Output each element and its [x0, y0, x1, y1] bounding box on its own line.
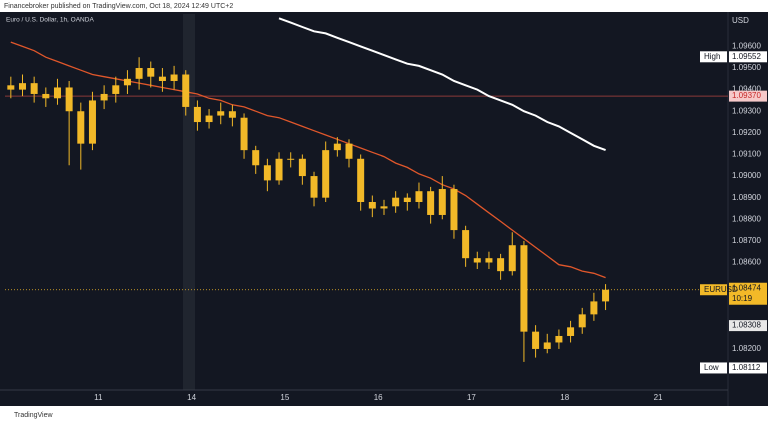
candle-body — [147, 68, 155, 77]
candle-body — [462, 230, 470, 259]
candle-body — [193, 106, 201, 123]
candle-body — [450, 189, 458, 231]
candle-body — [287, 158, 295, 160]
candle-body — [485, 258, 493, 263]
price-label: 1.08474 — [732, 283, 761, 292]
candle-body — [392, 197, 400, 207]
price-label: 1.08112 — [732, 363, 761, 372]
candle-body — [53, 87, 61, 99]
y-tick-label: 1.09100 — [732, 150, 761, 159]
candle-body — [112, 85, 120, 94]
candle-body — [543, 342, 551, 349]
candle-body — [357, 158, 365, 202]
candle-body — [555, 335, 563, 343]
candle-body — [123, 78, 131, 86]
y-tick-label: 1.08800 — [732, 214, 761, 223]
candle-body — [380, 206, 388, 209]
candle-body — [240, 117, 248, 151]
x-tick-label: 14 — [187, 393, 196, 402]
candle-body — [310, 176, 318, 198]
candle-body — [18, 83, 26, 90]
source: TradingView — [14, 412, 53, 419]
candle-body — [170, 74, 178, 81]
candle-body — [333, 143, 341, 151]
candle-body — [65, 87, 73, 112]
candle-body — [30, 83, 38, 94]
candle-body — [520, 245, 528, 332]
candle-body — [158, 76, 166, 81]
candle-body — [368, 202, 376, 209]
candle-body — [345, 143, 353, 159]
candle-body — [275, 158, 283, 181]
y-tick-label: 1.08900 — [732, 193, 761, 202]
x-tick-label: 11 — [94, 393, 103, 402]
x-tick-label: 21 — [654, 393, 663, 402]
x-tick-label: 16 — [374, 393, 383, 402]
y-tick-label: 1.08600 — [732, 258, 761, 267]
countdown: 10:19 — [732, 294, 753, 303]
y-tick-label: 1.09200 — [732, 128, 761, 137]
candle-body — [100, 93, 108, 101]
candle-body — [217, 111, 225, 116]
price-label: 1.09552 — [732, 52, 761, 61]
candle-body — [77, 111, 85, 144]
candle-body — [205, 115, 213, 123]
chart-title: Euro / U.S. Dollar, 1h, OANDA — [6, 17, 94, 24]
candle-body — [252, 150, 260, 166]
x-tick-label: 17 — [467, 393, 476, 402]
marker-tag: High — [704, 52, 720, 61]
y-tick-label: 1.09000 — [732, 171, 761, 180]
candle-body — [532, 331, 540, 349]
price-label-box — [729, 51, 767, 63]
candle-body — [88, 100, 96, 144]
candle-body — [590, 301, 598, 315]
marker-tag-box — [700, 362, 727, 374]
marker-tag: EURUSD — [704, 285, 738, 294]
candle-body — [7, 85, 15, 90]
candle-body — [427, 191, 435, 215]
candle-body — [135, 68, 143, 79]
y-tick-label: 1.09300 — [732, 106, 761, 115]
candle-body — [182, 74, 190, 107]
y-tick-label: 1.08700 — [732, 236, 761, 245]
session-highlight — [183, 14, 195, 390]
candle-body — [508, 245, 516, 272]
y-tick-label: 1.09500 — [732, 63, 761, 72]
price-label-box — [729, 362, 767, 374]
candle-body — [403, 197, 411, 202]
moving-average — [278, 17, 606, 152]
marker-tag: Low — [704, 363, 719, 372]
x-tick-label: 15 — [280, 393, 289, 402]
y-axis-label: USD — [732, 16, 749, 25]
candle-body — [228, 111, 236, 118]
y-tick-label: 1.08200 — [732, 344, 761, 353]
price-label-box — [729, 90, 767, 102]
candle-body — [263, 165, 271, 181]
price-label-box — [729, 320, 767, 332]
publisher: Financebroker published on TradingView.c… — [4, 3, 233, 10]
marker-tag-box — [700, 51, 727, 63]
candle-body — [415, 191, 423, 202]
candle-body — [578, 314, 586, 328]
candle-body — [298, 158, 306, 177]
candle-body — [473, 258, 481, 263]
y-tick-label: 1.09400 — [732, 85, 761, 94]
price-label: 1.09370 — [732, 91, 761, 100]
y-tick-label: 1.09600 — [732, 42, 761, 51]
candle-body — [567, 327, 575, 336]
price-label: 1.08308 — [732, 321, 761, 330]
candle-body — [42, 93, 50, 99]
candle-body — [438, 189, 446, 215]
moving-average — [10, 41, 606, 279]
marker-tag-box — [700, 284, 727, 296]
x-tick-label: 18 — [560, 393, 569, 402]
candle-body — [602, 289, 610, 302]
price-label-box — [729, 282, 767, 305]
candle-body — [322, 150, 330, 198]
candle-body — [497, 258, 505, 272]
